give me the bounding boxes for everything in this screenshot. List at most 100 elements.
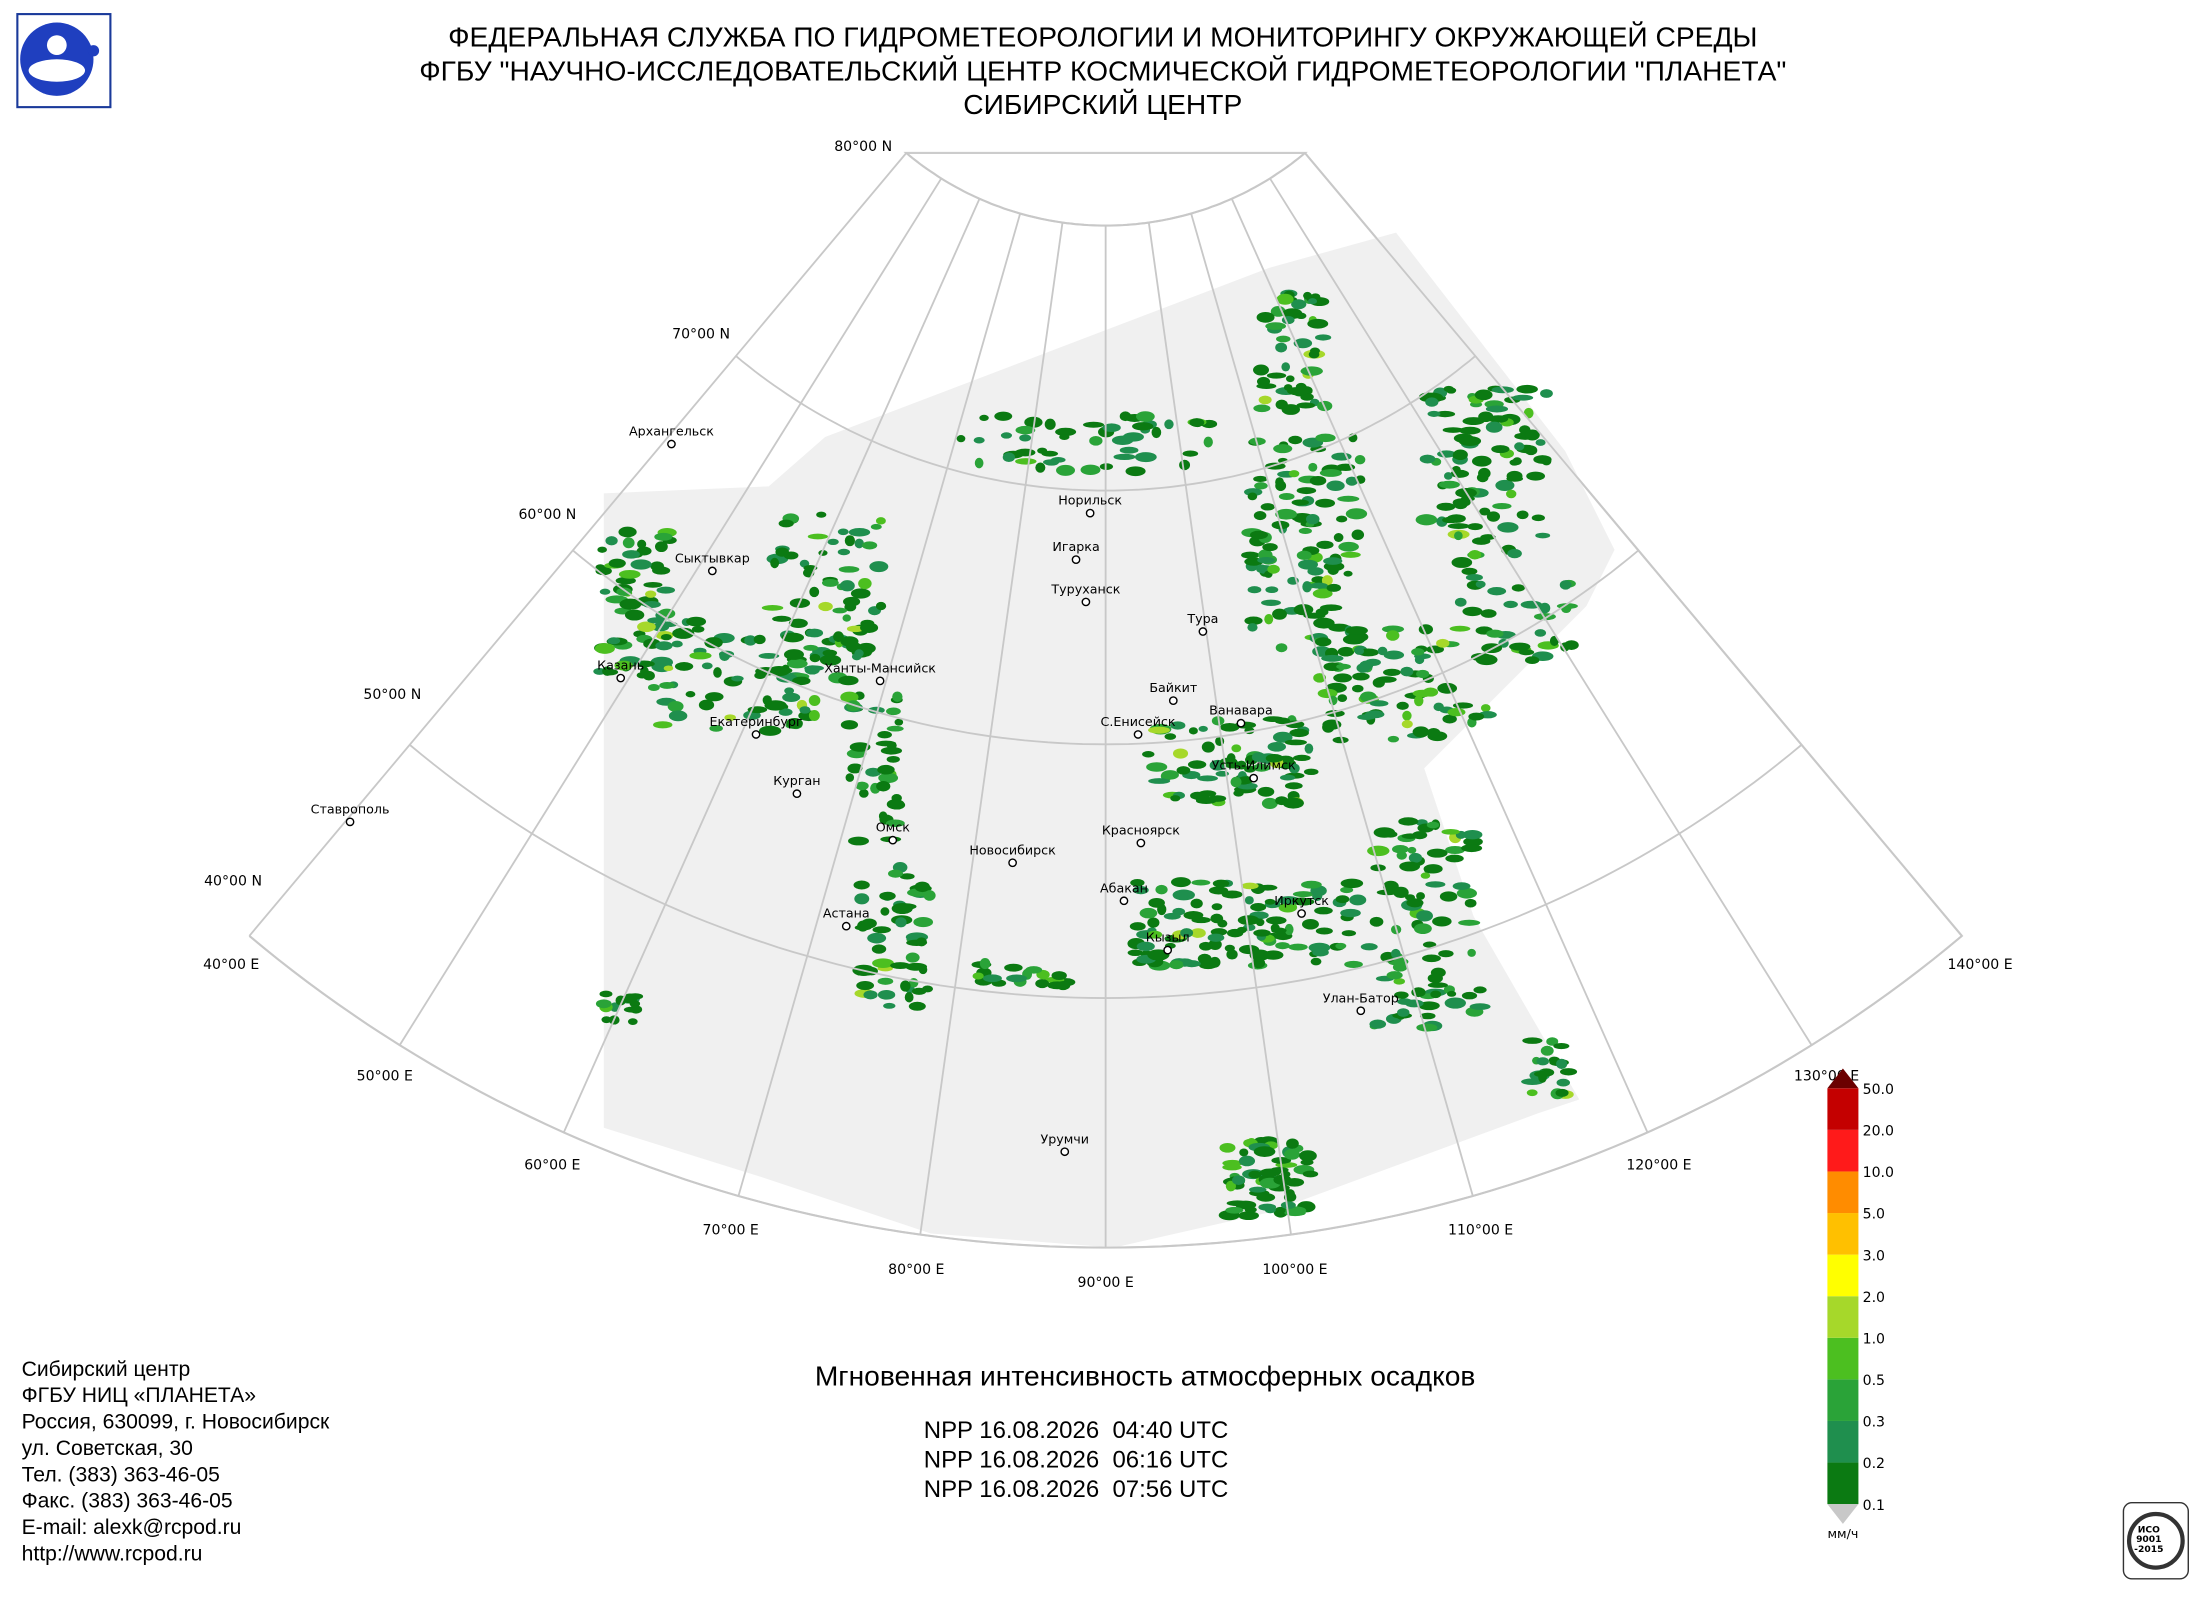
precipitation-cell [1449,625,1471,632]
precipitation-cell [1274,717,1291,725]
precipitation-cell [1264,898,1276,905]
precipitation-cell [1419,454,1436,464]
precipitation-cell [1423,864,1443,874]
precipitation-cell [1219,1142,1236,1153]
precipitation-cell [1276,293,1294,305]
precipitation-cell [637,621,656,633]
precipitation-cell [1198,725,1208,732]
precipitation-cell [1253,364,1269,376]
precipitation-cell [1439,891,1458,902]
precipitation-cell [1284,782,1303,790]
precipitation-cell [1273,444,1293,454]
precipitation-cell [1349,894,1367,906]
city-marker [792,789,802,799]
precipitation-cell [618,526,637,538]
precipitation-cell [890,962,911,969]
precipitation-cell [1406,898,1424,908]
precipitation-cell [1340,551,1361,558]
precipitation-cell [1293,604,1314,616]
precipitation-cell [1275,796,1289,806]
precipitation-cell [1462,606,1483,617]
precipitation-cell [1209,956,1221,968]
precipitation-cell [914,881,930,893]
precipitation-cell [1195,794,1211,803]
logo [16,13,112,109]
precipitation-cell [1252,763,1271,772]
precipitation-cell [672,627,695,639]
precipitation-cell [1377,646,1388,656]
precipitation-cell [1309,475,1327,486]
precipitation-cell [1464,898,1477,908]
precipitation-cell [689,651,712,660]
precipitation-cell [1462,829,1483,840]
precipitation-cell [645,590,657,598]
precipitation-cell [1405,894,1416,901]
precipitation-cell [1387,735,1399,743]
legend-tick-label: 0.3 [1863,1415,1885,1431]
precipitation-cell [1244,1206,1257,1214]
precipitation-cell [871,944,887,954]
precipitation-cell [982,974,1002,983]
precipitation-cell [1480,704,1491,712]
precipitation-cell [1301,880,1322,889]
precipitation-cell [858,577,872,590]
precipitation-cell [1249,437,1266,446]
city-label: Казань [597,658,644,673]
precipitation-cell [1462,417,1485,426]
precipitation-cell [1315,433,1336,443]
legend-swatch [1827,1129,1859,1172]
precipitation-cell [1444,997,1466,1009]
precipitation-cell [775,547,789,557]
precipitation-cell [601,1016,612,1024]
legend-swatch [1827,1171,1859,1214]
city-marker [1133,730,1143,739]
precipitation-cell [1000,432,1013,439]
precipitation-cell [837,548,851,556]
precipitation-cell [1441,828,1460,835]
precipitation-cell [844,535,855,547]
precipitation-cell [886,725,904,732]
precipitation-cell [1265,754,1284,763]
precipitation-cell [668,710,688,722]
precipitation-cell [1436,638,1450,648]
precipitation-cell [1122,432,1144,442]
precipitation-cell [778,708,793,716]
precipitation-cell [660,634,672,641]
precipitation-cell [1540,1045,1554,1056]
precipitation-cell [880,907,890,916]
precipitation-cell [883,1002,896,1009]
precipitation-cell [1302,581,1312,593]
pass-time: NPP 16.08.2026 06:16 UTC [924,1446,1229,1473]
precipitation-cell [1467,948,1476,957]
city-marker [888,835,898,845]
precipitation-cell [1212,879,1230,888]
precipitation-cell [1253,475,1268,483]
precipitation-cell [1401,719,1413,729]
precipitation-cell [1201,741,1215,753]
precipitation-cell [1412,831,1428,840]
precipitation-cell [1180,928,1194,938]
city-label: Абакан [1100,880,1148,895]
city-label: Кызыл [1146,930,1190,945]
precipitation-cell [595,564,606,570]
precipitation-cell [1281,404,1301,415]
precipitation-cell [1303,291,1312,300]
precipitation-cell [1230,776,1242,788]
meridian-label: 80°00 E [888,1262,944,1278]
precipitation-cell [1299,1150,1317,1162]
precipitation-cell [1304,743,1314,754]
header-line: ФЕДЕРАЛЬНАЯ СЛУЖБА ПО ГИДРОМЕТЕОРОЛОГИИ … [448,21,1757,53]
precipitation-cell [1486,629,1504,638]
precipitation-cell [1187,760,1207,769]
precipitation-cell [1454,531,1463,541]
precipitation-cell [895,917,907,928]
city-marker [1060,1147,1070,1157]
precipitation-cell [1247,623,1258,632]
precipitation-cell [878,772,899,784]
precipitation-cell [1524,656,1540,664]
precipitation-cell [1253,1146,1276,1157]
precipitation-cell [916,937,927,947]
precipitation-cell [709,725,723,732]
